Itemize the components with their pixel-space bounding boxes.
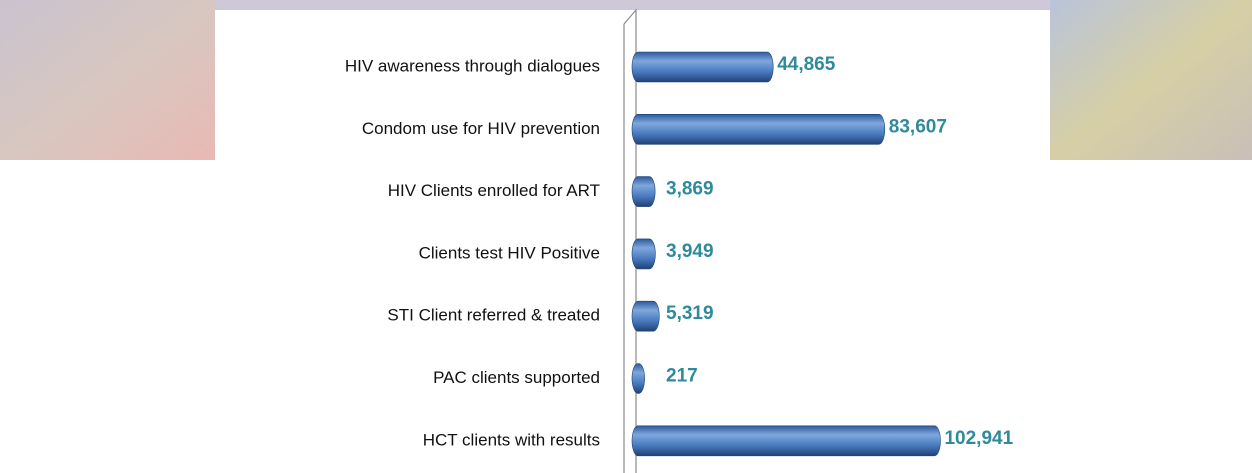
bar: [631, 425, 941, 457]
value-label: 44,865: [777, 54, 836, 75]
value-label: 5,319: [666, 303, 714, 324]
value-label: 3,949: [666, 241, 714, 262]
category-label: PAC clients supported: [433, 368, 600, 387]
bar: [631, 114, 886, 145]
category-label: HIV Clients enrolled for ART: [388, 181, 600, 200]
bar: [631, 363, 645, 394]
category-label: Clients test HIV Positive: [419, 243, 600, 262]
category-label: Condom use for HIV prevention: [362, 119, 600, 138]
background-photo: [0, 0, 215, 160]
category-label: STI Client referred & treated: [387, 306, 600, 325]
category-label: HCT clients with results: [423, 430, 600, 449]
bar: [631, 176, 656, 207]
background-photo: [215, 0, 1050, 10]
bar: [631, 300, 660, 332]
category-label: HIV awareness through dialogues: [345, 56, 600, 75]
value-label: 217: [666, 366, 698, 387]
value-label: 83,607: [889, 116, 947, 137]
bar: [631, 51, 774, 83]
background-photo: [1050, 0, 1252, 160]
value-label: 3,869: [666, 179, 714, 200]
value-label: 102,941: [944, 428, 1013, 449]
bar: [631, 238, 656, 270]
axis-wall: [623, 8, 637, 473]
plot-area: HIV awareness through dialogues 44,865 Con…: [345, 51, 1014, 457]
